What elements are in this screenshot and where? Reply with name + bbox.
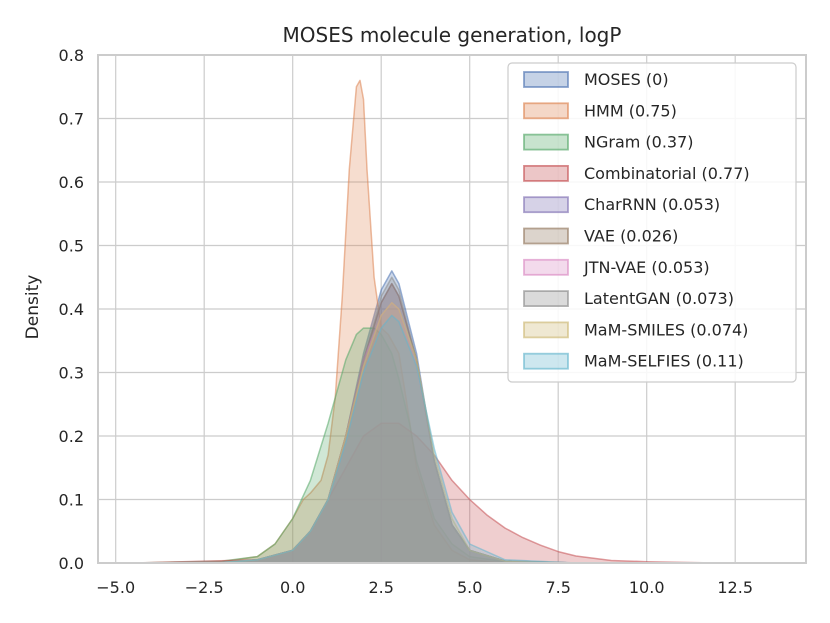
y-tick-label-8: 0.8 xyxy=(59,46,84,65)
legend-swatch-2 xyxy=(523,133,569,151)
legend: MOSES (0) HMM (0.75) NGram (0.37) Combinato… xyxy=(507,62,797,383)
series-layer xyxy=(132,79,790,564)
x-tick-label-0: −5.0 xyxy=(96,578,135,597)
density-area-9 xyxy=(132,314,577,564)
legend-swatch-9 xyxy=(523,352,569,370)
legend-label-0: MOSES (0) xyxy=(584,70,669,89)
y-tick-label-4: 0.4 xyxy=(59,300,84,319)
legend-swatch-6 xyxy=(523,258,569,276)
legend-label-1: HMM (0.75) xyxy=(584,101,677,120)
legend-swatch-7 xyxy=(523,290,569,308)
x-tick-label-4: 5.0 xyxy=(457,578,482,597)
x-tick-label-7: 12.5 xyxy=(717,578,753,597)
y-axis-label: Density xyxy=(23,275,43,340)
chart-title: MOSES molecule generation, logP xyxy=(283,23,622,47)
legend-swatch-8 xyxy=(523,321,569,339)
tick-labels: −5.0 −2.5 0.0 2.5 5.0 7.5 10.0 12.5 0.0 0.1 0.2 0.3… xyxy=(59,46,753,597)
legend-swatch-4 xyxy=(523,196,569,214)
density-area-2 xyxy=(132,327,542,564)
plot-border xyxy=(97,54,807,564)
y-tick-label-2: 0.2 xyxy=(59,427,84,446)
y-tick-label-6: 0.6 xyxy=(59,173,84,192)
x-tick-label-3: 2.5 xyxy=(368,578,393,597)
legend-label-9: MaM-SELFIES (0.11) xyxy=(584,352,744,371)
y-tick-label-0: 0.0 xyxy=(59,554,84,573)
legend-label-2: NGram (0.37) xyxy=(584,133,694,152)
legend-label-5: VAE (0.026) xyxy=(584,227,678,246)
x-tick-label-6: 10.0 xyxy=(629,578,665,597)
axes-frame xyxy=(97,54,807,564)
y-tick-label-1: 0.1 xyxy=(59,491,84,510)
legend-label-7: LatentGAN (0.073) xyxy=(584,289,734,308)
legend-swatch-0 xyxy=(523,71,569,88)
legend-label-3: Combinatorial (0.77) xyxy=(584,164,750,183)
legend-box xyxy=(507,62,797,383)
legend-label-8: MaM-SMILES (0.074) xyxy=(584,320,748,339)
y-tick-label-3: 0.3 xyxy=(59,364,84,383)
y-tick-label-7: 0.7 xyxy=(59,110,84,129)
x-tick-label-5: 7.5 xyxy=(545,578,570,597)
y-tick-label-5: 0.5 xyxy=(59,237,84,256)
legend-label-6: JTN-VAE (0.053) xyxy=(583,258,710,277)
legend-swatch-3 xyxy=(523,164,569,182)
legend-swatch-5 xyxy=(523,227,569,245)
legend-label-4: CharRNN (0.053) xyxy=(584,195,720,214)
x-tick-label-2: 0.0 xyxy=(280,578,305,597)
x-tick-label-1: −2.5 xyxy=(185,578,224,597)
legend-swatch-1 xyxy=(523,102,569,120)
